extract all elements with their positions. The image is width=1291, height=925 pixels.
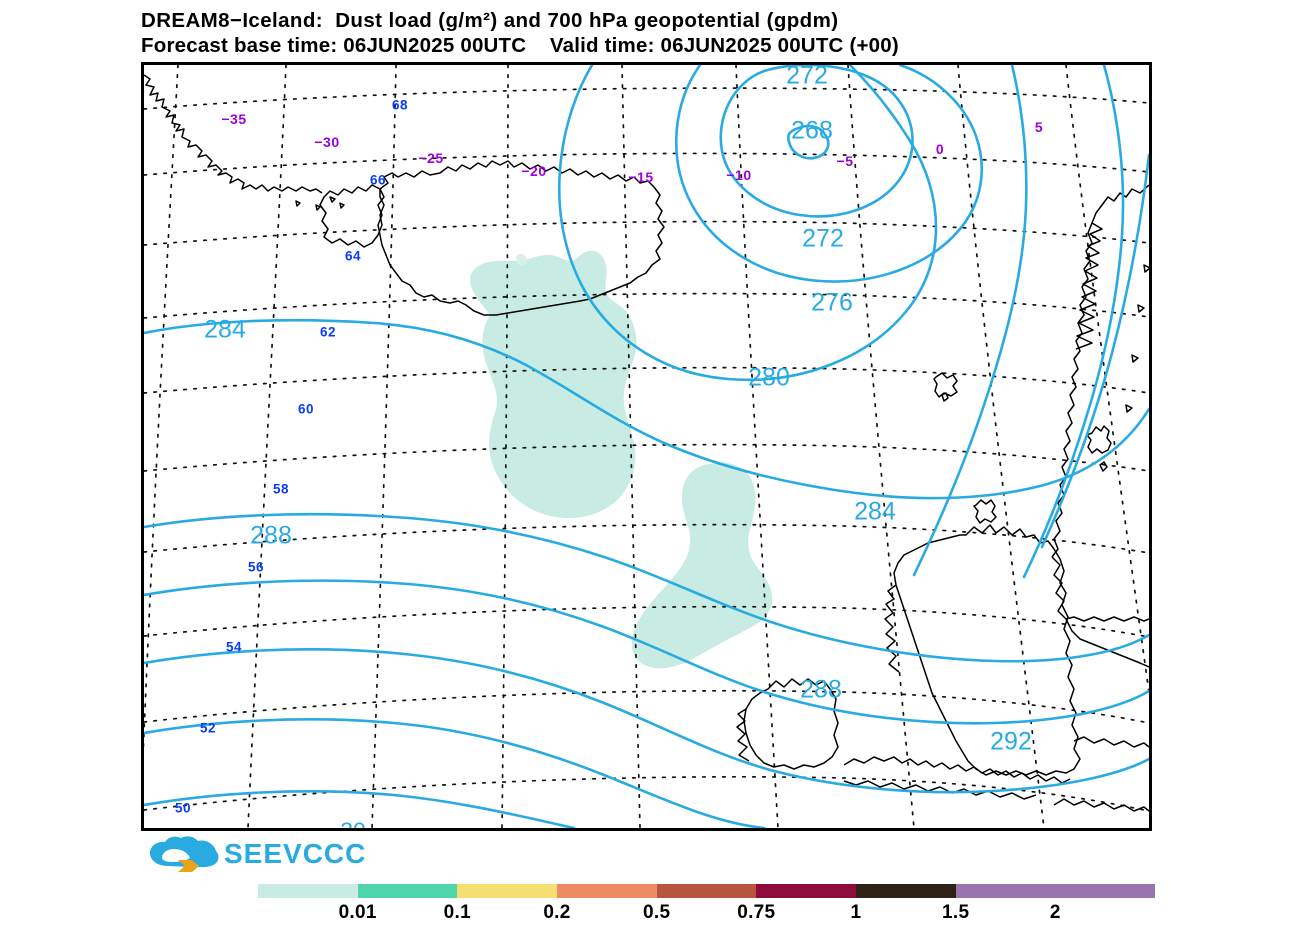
contour-right-c — [1040, 153, 1149, 549]
longitude-label: −5 — [836, 153, 854, 169]
longitude-label: 5 — [1034, 119, 1044, 135]
coastline-norway-fjords — [1075, 222, 1103, 350]
map-panel: 68 66 64 62 60 58 56 54 52 50 −35 −30 −2… — [141, 62, 1152, 831]
contour-value-label: 280 — [748, 363, 790, 392]
colorbar-tick-0.01: 0.01 — [338, 902, 377, 923]
colorbar-tick-0.75: 0.75 — [737, 902, 776, 923]
coastline-shetland — [1086, 425, 1112, 472]
contour-280 — [558, 65, 938, 382]
contour-value-label: 284 — [854, 497, 896, 526]
coastline-denmark-nw-europe — [1051, 556, 1149, 622]
contour-value-label: 272 — [786, 65, 828, 90]
latitude-label: 60 — [297, 401, 315, 417]
latitude-label: 54 — [225, 639, 243, 655]
geopotential-contour-layer — [144, 65, 1149, 828]
contour-value-label: 288 — [800, 675, 842, 704]
longitude-label: −35 — [221, 111, 247, 127]
forecast-time-subtitle: Forecast base time: 06JUN2025 00UTC Vali… — [141, 34, 899, 57]
arrow-icon — [178, 860, 199, 872]
coastline-iceland — [377, 160, 665, 316]
cloud-icon — [150, 836, 219, 872]
dust-plume-central-atlantic — [631, 462, 773, 669]
contour-value-label: 292 — [990, 727, 1032, 756]
contour-value-label: 272 — [802, 224, 844, 253]
latitude-label: 50 — [174, 800, 192, 816]
contour-288 — [144, 512, 1149, 663]
colorbar-tick-2: 2 — [1049, 902, 1061, 923]
contour-value-label: 268 — [791, 116, 833, 145]
seevccc-logo[interactable]: SEEVCCC — [148, 836, 367, 878]
latitude-label: 56 — [247, 559, 265, 575]
coastline-orkney — [973, 499, 997, 524]
chart-title-block: DREAM8−Iceland: Dust load (g/m²) and 700… — [141, 8, 1291, 58]
latitude-label: 64 — [344, 248, 362, 264]
contour-272 — [719, 65, 914, 218]
colorbar-segment-8 — [1055, 884, 1155, 898]
colorbar-segment-2 — [457, 884, 557, 898]
latitude-label: 52 — [199, 720, 217, 736]
longitude-label: −30 — [314, 134, 340, 150]
longitude-label: −10 — [726, 167, 752, 183]
coastline-ireland — [743, 678, 839, 770]
longitude-label: −20 — [521, 163, 547, 179]
coastline-gb-southwest — [843, 756, 1071, 784]
latitude-label: 68 — [391, 97, 409, 113]
longitude-label: 0 — [935, 141, 945, 157]
coastline-norway-islands — [1125, 264, 1149, 413]
coastline-gb-west-coast-detail — [884, 584, 900, 673]
colorbar: 0.01 0.1 0.2 0.5 0.75 1 1.5 2 — [258, 884, 1155, 925]
contour-284 — [144, 318, 1149, 500]
coastline-continental-europe — [1065, 618, 1149, 668]
contour-value-label: 276 — [811, 288, 853, 317]
coastline-low-countries — [1073, 736, 1149, 748]
colorbar-tick-0.2: 0.2 — [543, 902, 571, 923]
contour-right-b — [1022, 65, 1125, 579]
latitude-label: 62 — [319, 324, 337, 340]
coastline-france-north — [1053, 798, 1149, 812]
colorbar-segment-3 — [556, 884, 657, 898]
colorbar-tick-1.5: 1.5 — [941, 902, 970, 923]
contour-value-label: 284 — [204, 315, 246, 344]
dust-plume-layer — [469, 250, 773, 669]
contour-276 — [674, 65, 984, 283]
logo-text: SEEVCCC — [224, 838, 367, 869]
colorbar-tick-labels: 0.01 0.1 0.2 0.5 0.75 1 1.5 2 — [258, 902, 1155, 925]
colorbar-tick-1: 1 — [850, 902, 862, 923]
colorbar-gradient — [258, 884, 1155, 898]
contour-value-label: 288 — [250, 521, 292, 550]
contour-value-label: 30 — [340, 818, 366, 829]
dust-plume-fleck-iceland — [516, 253, 527, 266]
colorbar-segment-5 — [756, 884, 856, 898]
coastline-faroe — [933, 372, 958, 402]
colorbar-segment-0 — [258, 884, 358, 898]
contour-288-lower — [144, 579, 1149, 725]
colorbar-tick-0.5: 0.5 — [642, 902, 671, 923]
colorbar-segment-4 — [656, 884, 757, 898]
colorbar-segment-6 — [855, 884, 956, 898]
map-graphics — [144, 65, 1149, 828]
contour-300 — [144, 790, 576, 828]
colorbar-segment-1 — [357, 884, 458, 898]
dust-plume-iceland-south — [469, 250, 637, 519]
longitude-label: −25 — [418, 150, 444, 166]
longitude-label: −15 — [628, 169, 654, 185]
coastline-greenland-islets — [295, 196, 345, 211]
colorbar-tick-0.1: 0.1 — [443, 902, 471, 923]
contour-296 — [144, 718, 766, 828]
contour-268 — [786, 124, 830, 160]
page-title: DREAM8−Iceland: Dust load (g/m²) and 700… — [141, 9, 839, 32]
latitude-label: 58 — [272, 481, 290, 497]
coastline-ireland-west-detail — [736, 708, 750, 762]
coastline-greenland — [144, 74, 323, 194]
graticule-latitude — [144, 87, 1149, 812]
colorbar-segment-7 — [955, 884, 1056, 898]
latitude-label: 66 — [369, 172, 387, 188]
map-canvas: 68 66 64 62 60 58 56 54 52 50 −35 −30 −2… — [144, 65, 1149, 828]
coastline-great-britain — [893, 524, 1081, 776]
contour-292 — [144, 648, 1149, 794]
coastline-gb-english-channel — [843, 780, 1037, 800]
contour-right-a — [912, 65, 1028, 577]
coastline-iceland-westfjords — [319, 184, 385, 248]
